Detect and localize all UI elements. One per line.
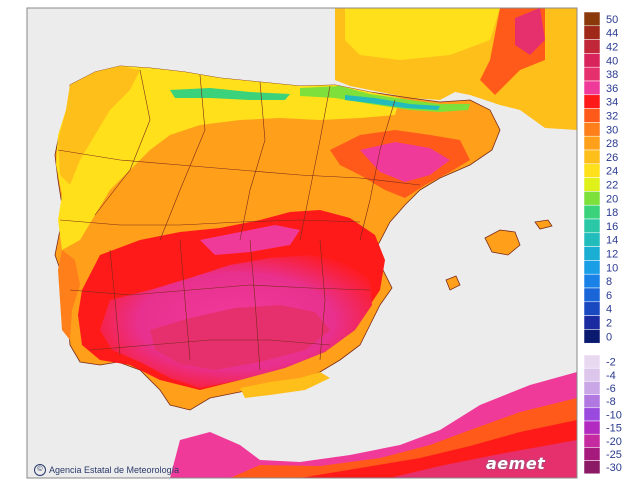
legend-positive-swatch	[583, 25, 601, 40]
legend-positive-swatch	[583, 80, 601, 96]
northwest-mild	[56, 66, 400, 250]
legend-positive-swatch	[583, 149, 601, 165]
legend-positive-label: 24	[606, 166, 618, 178]
legend-negative-scale: -2-4-6-8-10 -15-20-25-30	[583, 354, 622, 475]
guadalquivir-core	[150, 305, 330, 370]
portugal-coast-mild	[58, 250, 80, 340]
legend-negative-label: -4	[606, 370, 616, 382]
legend-negative-swatch	[583, 407, 601, 422]
legend-positive-label: 6	[606, 290, 612, 302]
legend-positive-swatch	[583, 218, 601, 234]
legend-positive-swatch	[583, 301, 601, 316]
legend-negative-swatch	[583, 460, 601, 475]
legend-positive-label: 4	[606, 304, 612, 316]
legend-positive-swatch	[583, 204, 601, 220]
legend-positive-label: 20	[606, 193, 618, 205]
ebro-core	[360, 142, 450, 182]
legend-negative-swatch	[583, 447, 601, 461]
galicia-coast	[58, 66, 140, 185]
cantabrian-cool	[170, 88, 290, 100]
legend-positive-scale: 5044424038363432302826242220181614121086…	[583, 11, 618, 344]
legend-negative-swatch	[583, 367, 601, 382]
legend-positive-label: 14	[606, 235, 618, 247]
legend-positive-swatch	[583, 108, 601, 123]
legend-positive-label: 2	[606, 318, 612, 330]
africa-inland	[390, 440, 577, 478]
legend-negative-swatch	[583, 354, 601, 369]
legend-positive-swatch	[583, 260, 601, 275]
legend-positive-swatch	[583, 287, 601, 303]
legend-negative-label: -15	[606, 423, 622, 435]
france-hot-core	[515, 8, 545, 55]
legend-positive-label: 38	[606, 69, 618, 81]
legend-positive-label: 42	[606, 42, 618, 54]
legend-positive-label: 16	[606, 221, 618, 233]
legend-positive-swatch	[583, 122, 601, 137]
france-north-yellow	[345, 8, 500, 60]
legend-positive-swatch	[583, 232, 601, 247]
legend-positive-swatch	[583, 39, 601, 54]
legend-negative-label: -2	[606, 357, 616, 369]
legend-positive-swatch	[583, 177, 601, 192]
legend-positive-label: 12	[606, 249, 618, 261]
legend-positive-swatch	[583, 246, 601, 261]
legend-positive-label: 8	[606, 276, 612, 288]
legend-positive-label: 50	[606, 14, 618, 26]
legend-positive-swatch	[583, 273, 601, 289]
legend-negative-swatch	[583, 381, 601, 395]
legend-positive-label: 44	[606, 28, 618, 40]
menorca-island	[534, 219, 553, 230]
province-borders	[57, 69, 421, 371]
legend-positive-label: 0	[606, 331, 612, 343]
legend-positive-swatch	[583, 163, 601, 178]
legend-negative-swatch	[583, 420, 601, 435]
legend-negative-swatch	[583, 394, 601, 409]
south-coast-mild	[240, 372, 330, 398]
legend-positive-swatch	[583, 66, 601, 82]
legend-positive-label: 22	[606, 180, 618, 192]
credit-text: Agencia Estatal de Meteorología	[49, 465, 180, 475]
legend-positive-label: 28	[606, 138, 618, 150]
pyrenees-peaks	[345, 95, 440, 110]
legend-negative-label: -20	[606, 436, 622, 448]
legend-positive-label: 36	[606, 83, 618, 95]
legend-positive-swatch	[583, 191, 601, 206]
legend-positive-swatch	[583, 135, 601, 151]
legend-positive-label: 30	[606, 124, 618, 136]
legend-positive-label: 32	[606, 111, 618, 123]
legend-negative-swatch	[583, 433, 601, 448]
legend-positive-swatch	[583, 315, 601, 330]
legend-positive-label: 40	[606, 55, 618, 67]
legend-positive-swatch	[583, 53, 601, 68]
legend-negative-label: -25	[606, 449, 622, 461]
legend-negative-label: -8	[606, 396, 616, 408]
legend-positive-label: 10	[606, 262, 618, 274]
legend-positive-label: 34	[606, 97, 618, 109]
legend-negative-label: -6	[606, 383, 616, 395]
legend-negative-label: -10	[606, 409, 622, 421]
legend-negative-label: -30	[606, 462, 622, 474]
map-credit: © Agencia Estatal de Meteorología	[34, 464, 179, 476]
legend-positive-label: 18	[606, 207, 618, 219]
legend-positive-swatch	[583, 329, 601, 344]
aemet-logo: aemet	[486, 454, 546, 473]
ibiza-island	[445, 275, 461, 291]
legend-positive-swatch	[583, 94, 601, 109]
legend-positive-label: 26	[606, 152, 618, 164]
copyright-icon: ©	[34, 464, 46, 476]
mallorca-island	[484, 229, 521, 256]
legend-positive-swatch	[583, 11, 601, 27]
